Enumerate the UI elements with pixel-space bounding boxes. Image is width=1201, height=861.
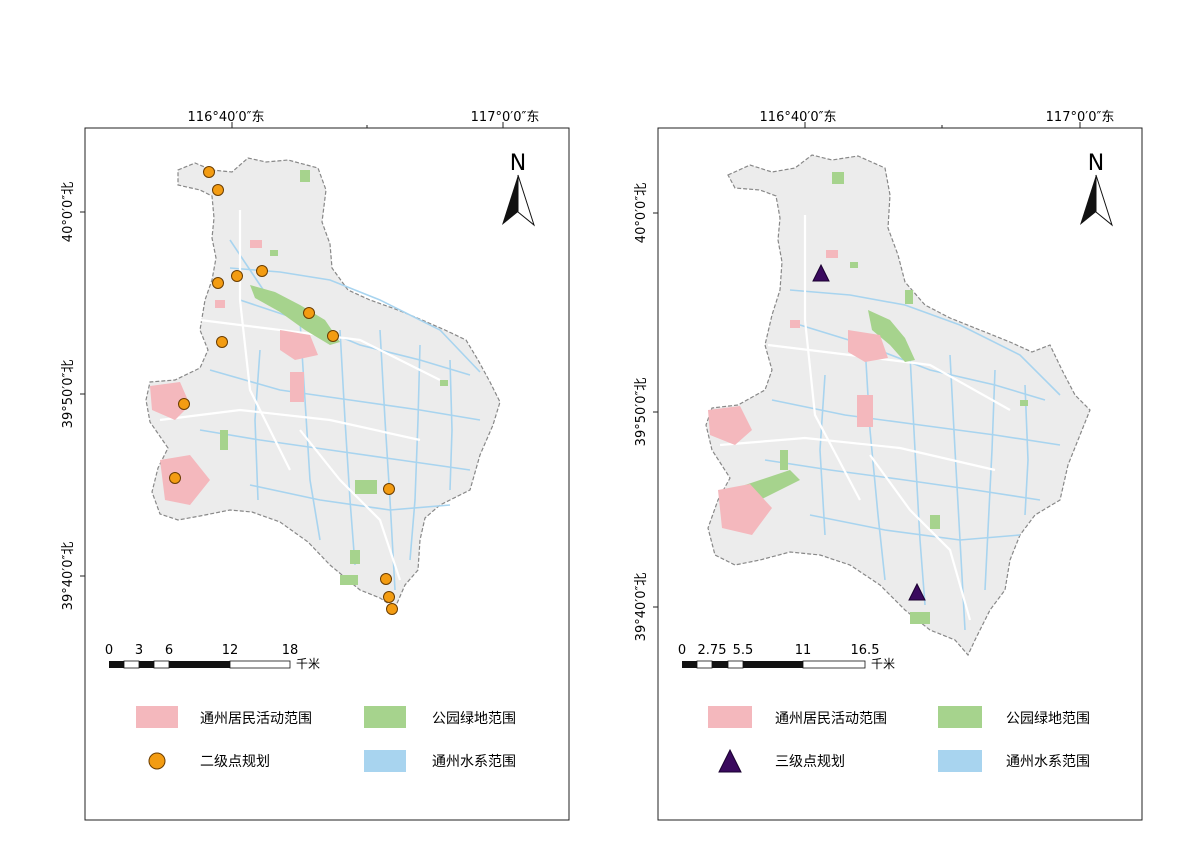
north-arrow-icon xyxy=(502,175,518,225)
map-left-svg: 116°40′0″东 117°0′0″东 40°0′0″北 39°50′0″北 … xyxy=(61,110,570,821)
map-frame xyxy=(657,127,1143,821)
legend-green-swatch xyxy=(364,706,406,728)
water-network xyxy=(764,289,1061,631)
legend-green-label: 公园绿地范围 xyxy=(432,710,516,727)
north-arrow-label: N xyxy=(1088,151,1104,176)
plan-point xyxy=(380,573,392,585)
lon-label-1: 116°40′0″东 xyxy=(188,110,265,125)
map-panel-right: 116°40′0″东 117°0′0″东 40°0′0″北 39°50′0″北 … xyxy=(600,0,1201,857)
north-arrow-label: N xyxy=(510,151,526,176)
legend-point-icon xyxy=(718,748,742,773)
scale-tick-label: 11 xyxy=(795,643,812,658)
lat-label-2: 39°50′0″北 xyxy=(634,378,649,447)
map-right-svg: 116°40′0″东 117°0′0″东 40°0′0″北 39°50′0″北 … xyxy=(634,110,1143,821)
plan-point xyxy=(169,472,181,484)
plan-point xyxy=(383,591,395,603)
north-arrow: N xyxy=(502,151,535,227)
road-network xyxy=(719,215,1011,621)
plan-point xyxy=(812,263,830,282)
legend-residential-label: 通州居民活动范围 xyxy=(775,710,887,727)
lat-label-1: 40°0′0″北 xyxy=(61,182,76,242)
scale-unit: 千米 xyxy=(871,657,895,671)
lon-label-2: 117°0′0″东 xyxy=(471,110,540,125)
scale-tick-label: 18 xyxy=(282,643,299,658)
scale-tick-label: 5.5 xyxy=(733,643,754,658)
scale-tick-label: 0 xyxy=(678,643,686,658)
legend: 通州居民活动范围 公园绿地范围 二级点规划 通州水系范围 xyxy=(136,706,516,772)
lat-label-3: 39°40′0″北 xyxy=(61,542,76,611)
plan-point xyxy=(256,265,268,277)
plan-point xyxy=(203,166,215,178)
legend-residential-swatch xyxy=(708,706,752,728)
green-areas xyxy=(220,170,448,585)
map-frame xyxy=(84,127,570,821)
plan-point xyxy=(178,398,190,410)
plan-point xyxy=(212,277,224,289)
lat-label-2: 39°50′0″北 xyxy=(61,360,76,429)
lon-label-1: 116°40′0″东 xyxy=(760,110,837,125)
legend-point-icon xyxy=(148,752,166,770)
plan-point xyxy=(216,336,228,348)
map-panel-left: 116°40′0″东 117°0′0″东 40°0′0″北 39°50′0″北 … xyxy=(0,0,600,857)
scale-tick-label: 16.5 xyxy=(851,643,880,658)
residential-areas xyxy=(708,250,888,535)
north-arrow-icon xyxy=(1080,175,1096,225)
legend-water-swatch xyxy=(938,750,982,772)
level3-points xyxy=(812,263,926,601)
plan-point xyxy=(327,330,339,342)
residential-areas xyxy=(150,240,318,505)
level2-points xyxy=(169,166,398,615)
scale-bar: 0 2.75 5.5 11 16.5 千米 xyxy=(678,643,895,671)
scale-bar: 0 3 6 12 18 千米 xyxy=(105,643,320,671)
legend-water-swatch xyxy=(364,750,406,772)
legend-green-swatch xyxy=(938,706,982,728)
lat-label-3: 39°40′0″北 xyxy=(634,573,649,642)
north-arrow: N xyxy=(1080,151,1113,227)
green-areas xyxy=(745,172,1028,624)
plan-point xyxy=(383,483,395,495)
scale-unit: 千米 xyxy=(296,657,320,671)
plan-point xyxy=(212,184,224,196)
plan-point xyxy=(303,307,315,319)
water-network xyxy=(199,239,481,591)
lat-label-1: 40°0′0″北 xyxy=(634,183,649,243)
legend-water-label: 通州水系范围 xyxy=(432,753,516,770)
district-boundary xyxy=(705,154,1091,657)
plan-point xyxy=(908,582,926,601)
plan-point xyxy=(386,603,398,615)
legend-green-label: 公园绿地范围 xyxy=(1006,710,1090,727)
scale-tick-label: 3 xyxy=(135,643,143,658)
scale-tick-label: 2.75 xyxy=(698,643,727,658)
plan-point xyxy=(231,270,243,282)
legend-residential-swatch xyxy=(136,706,178,728)
scale-tick-label: 6 xyxy=(165,643,173,658)
legend-point-label: 二级点规划 xyxy=(200,754,270,770)
legend-water-label: 通州水系范围 xyxy=(1006,753,1090,770)
lon-label-2: 117°0′0″东 xyxy=(1046,110,1115,125)
scale-tick-label: 0 xyxy=(105,643,113,658)
legend-residential-label: 通州居民活动范围 xyxy=(200,710,312,727)
scale-tick-label: 12 xyxy=(222,643,239,658)
legend-point-label: 三级点规划 xyxy=(775,754,845,770)
legend: 通州居民活动范围 公园绿地范围 三级点规划 通州水系范围 xyxy=(708,706,1090,773)
